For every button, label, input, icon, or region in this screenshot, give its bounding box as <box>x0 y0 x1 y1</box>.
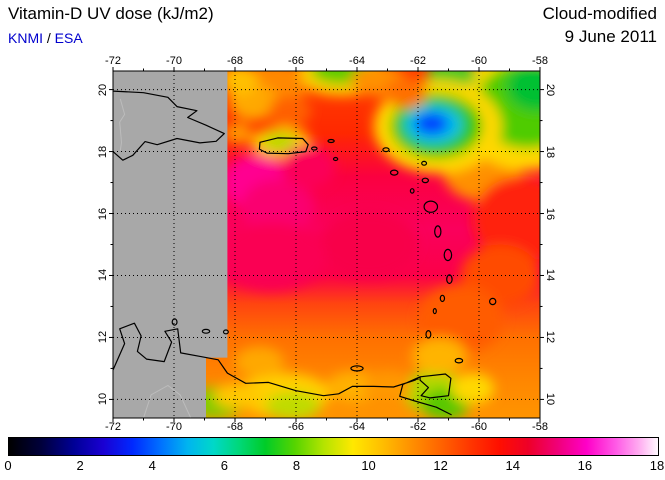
colorbar-tick-label: 14 <box>505 458 520 473</box>
lon-label-top: -66 <box>288 55 304 67</box>
colorbar-tick-label: 8 <box>292 458 301 473</box>
island-outline <box>454 357 464 364</box>
trinidad-coastline <box>419 373 452 399</box>
island-outline <box>434 225 442 238</box>
lat-label-left: 18 <box>97 145 109 158</box>
south-america-coastline <box>113 322 452 416</box>
lon-label-bottom: -72 <box>105 421 121 433</box>
lat-label-right: 16 <box>544 207 556 220</box>
colorbar <box>8 437 659 456</box>
lon-label-bottom: -62 <box>410 421 426 433</box>
lon-label-top: -62 <box>410 55 426 67</box>
island-outline <box>327 138 335 144</box>
island-outline <box>421 177 429 184</box>
island-outline <box>423 200 439 213</box>
island-outline <box>421 160 428 166</box>
map-frame <box>112 70 541 419</box>
lat-label-right: 18 <box>544 145 556 158</box>
island-outline <box>171 318 178 326</box>
island-outline <box>332 156 339 162</box>
island-outline <box>439 294 446 303</box>
haiti-dr-border <box>119 98 126 151</box>
lat-label-left: 10 <box>97 393 109 406</box>
credit-knmi: KNMI <box>8 30 43 46</box>
map-svg <box>109 67 544 422</box>
island-outline <box>446 274 453 285</box>
lat-label-left: 16 <box>97 207 109 220</box>
lon-label-bottom: -58 <box>532 421 548 433</box>
lon-label-bottom: -60 <box>471 421 487 433</box>
hispaniola-coastline <box>113 90 225 161</box>
credit: KNMI / ESA <box>8 30 83 46</box>
lon-label-bottom: -68 <box>227 421 243 433</box>
island-outline <box>311 146 318 151</box>
colorbar-tick-label: 4 <box>148 458 156 473</box>
colorbar-tick-label: 0 <box>4 458 12 473</box>
mode-label: Cloud-modified <box>542 4 657 23</box>
borders-layer <box>119 98 192 418</box>
credit-separator: / <box>43 30 55 46</box>
venezuela-border <box>143 384 192 418</box>
lat-label-right: 12 <box>544 331 556 344</box>
lat-label-right: 14 <box>544 269 556 282</box>
date-label: 9 June 2011 <box>564 27 657 46</box>
credit-esa: ESA <box>54 30 83 46</box>
lon-label-top: -72 <box>105 55 121 67</box>
coastlines-layer <box>113 90 497 416</box>
lat-label-right: 20 <box>544 83 556 96</box>
lon-label-top: -58 <box>532 55 548 67</box>
island-outline <box>350 365 364 372</box>
lat-label-left: 12 <box>97 331 109 344</box>
lon-label-top: -70 <box>166 55 182 67</box>
lat-label-right: 10 <box>544 393 556 406</box>
no-data-region <box>113 71 228 418</box>
colorbar-tick-label: 2 <box>76 458 84 473</box>
lat-label-left: 20 <box>97 83 109 96</box>
island-outline <box>222 329 229 335</box>
colorbar-tick-label: 12 <box>433 458 448 473</box>
colorbar-tick-label: 10 <box>361 458 376 473</box>
island-outline <box>382 147 390 153</box>
lat-label-left: 14 <box>97 269 109 282</box>
page-title: Vitamin-D UV dose (kJ/m2) <box>8 4 214 23</box>
map <box>105 63 548 431</box>
lon-label-top: -68 <box>227 55 243 67</box>
lon-label-bottom: -66 <box>288 421 304 433</box>
lon-label-bottom: -70 <box>166 421 182 433</box>
heatmap-layer <box>113 71 540 418</box>
colorbar-tick-label: 6 <box>220 458 228 473</box>
colorbar-tick-label: 16 <box>577 458 593 473</box>
puerto-rico-coastline <box>258 137 309 155</box>
island-outline <box>489 297 497 306</box>
lon-label-top: -60 <box>471 55 487 67</box>
lon-label-top: -64 <box>349 55 365 67</box>
island-outline <box>443 248 453 262</box>
island-outline <box>432 308 437 315</box>
island-outline <box>409 188 415 194</box>
island-outline <box>389 169 399 176</box>
island-outline <box>201 328 211 334</box>
lon-label-bottom: -64 <box>349 421 365 433</box>
colorbar-tick-label: 18 <box>649 458 665 473</box>
island-outline <box>425 329 432 339</box>
